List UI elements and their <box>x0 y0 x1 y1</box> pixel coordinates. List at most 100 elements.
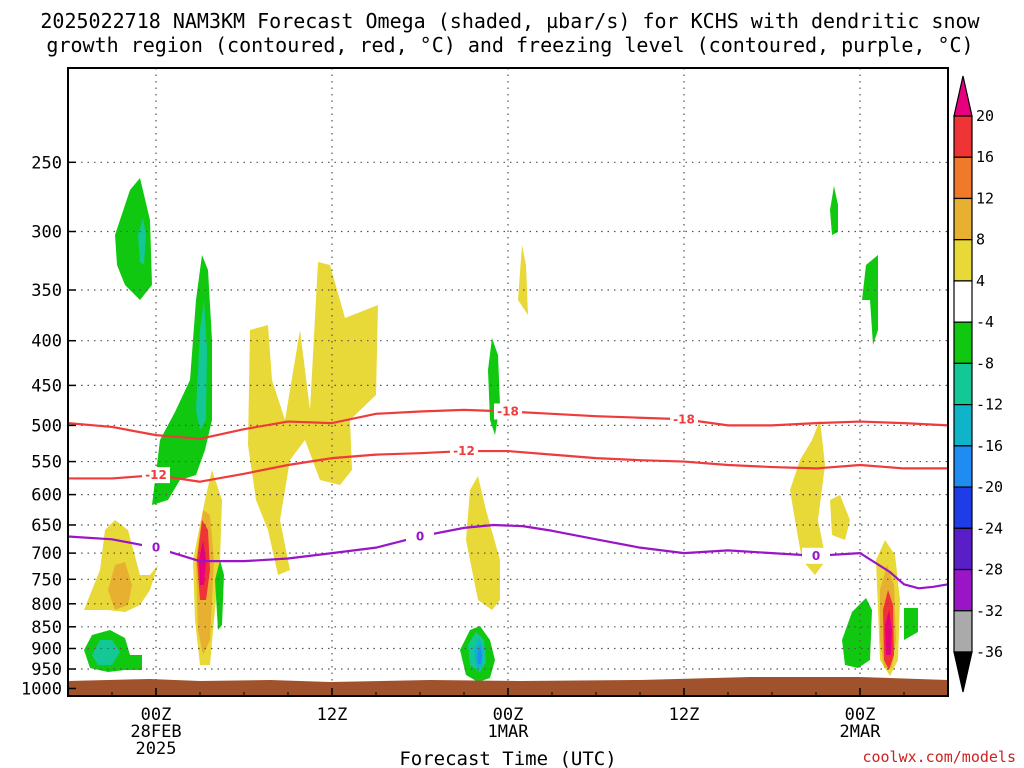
omega-region-yellow <box>790 420 826 575</box>
ground-terrain <box>68 677 948 696</box>
colorbar-label: -8 <box>976 354 994 372</box>
colorbar-label: 12 <box>976 189 994 207</box>
contour-label: -12 <box>145 468 167 482</box>
omega-region-green <box>830 186 838 235</box>
colorbar-label: -36 <box>976 643 1003 661</box>
x-tick-label: 12Z <box>317 705 348 725</box>
colorbar-label: -16 <box>976 437 1003 455</box>
y-tick-label: 1000 <box>21 679 62 699</box>
colorbar-swatch <box>953 651 973 693</box>
colorbar-swatch <box>953 75 973 117</box>
y-tick-label: 900 <box>31 639 62 659</box>
contour-label: 0 <box>812 549 820 563</box>
y-tick-label: 700 <box>31 544 62 564</box>
omega-region-yellow <box>248 262 378 575</box>
omega-region-green <box>152 255 212 505</box>
x-tick-year: 2025 <box>136 739 177 759</box>
contour-label: 0 <box>152 541 160 555</box>
x-tick-label: 12Z <box>669 705 700 725</box>
omega-region-yellow <box>466 476 500 610</box>
contour-label-bg <box>670 411 698 428</box>
omega-region-gold <box>108 562 132 610</box>
y-tick-label: 850 <box>31 618 62 638</box>
colorbar-swatch <box>953 321 973 364</box>
x-tick-date: 1MAR <box>488 722 530 742</box>
colorbar-swatch <box>953 445 973 488</box>
colorbar-label: 4 <box>976 272 985 290</box>
colorbar-label: -4 <box>976 313 994 331</box>
colorbar-swatch <box>953 239 973 282</box>
y-tick-label: 750 <box>31 570 62 590</box>
colorbar-label: -20 <box>976 478 1003 496</box>
y-tick-label: 500 <box>31 416 62 436</box>
contour-line <box>68 449 948 483</box>
colorbar-swatch <box>953 404 973 447</box>
contour-label: -12 <box>453 444 475 458</box>
chart-title: 2025022718 NAM3KM Forecast Omega (shaded… <box>40 9 980 57</box>
x-axis-label: Forecast Time (UTC) <box>399 748 616 768</box>
colorbar-swatch <box>953 610 973 653</box>
colorbar-swatch <box>953 115 973 158</box>
x-tick-label: 00Z <box>493 705 524 725</box>
omega-region-green <box>215 560 224 630</box>
colorbar: 20 16 12 8 4 -4 -8 -12 -16 -20 -24 -28 -32 -36 <box>953 75 1003 693</box>
y-tick-label: 250 <box>31 153 62 173</box>
contour-label-bg <box>142 467 170 484</box>
y-tick-label: 650 <box>31 516 62 536</box>
omega-region-green <box>904 608 918 640</box>
colorbar-swatch <box>953 486 973 529</box>
credit-text: coolwx.com/models <box>862 748 1016 766</box>
contour-label-bg <box>142 539 170 556</box>
contour-label: -18 <box>673 412 695 426</box>
y-tick-label: 450 <box>31 376 62 396</box>
contour-label-bg <box>450 443 478 460</box>
colorbar-swatch <box>953 156 973 200</box>
y-tick-label: 950 <box>31 660 62 680</box>
omega-region-green <box>842 598 872 668</box>
colorbar-swatch <box>953 280 973 323</box>
omega-region-blue <box>477 645 482 664</box>
colorbar-swatch <box>953 527 973 571</box>
x-tick-date: 28FEB <box>130 722 181 742</box>
colorbar-swatch <box>953 197 973 241</box>
y-axis: 2503003504004505005506006507007508008509… <box>21 153 76 699</box>
colorbar-label: -24 <box>976 519 1003 537</box>
colorbar-swatch <box>953 362 973 406</box>
contour-label: -18 <box>497 404 519 418</box>
colorbar-label: -28 <box>976 561 1003 579</box>
title-line-1: 2025022718 NAM3KM Forecast Omega (shaded… <box>40 9 980 33</box>
y-tick-label: 350 <box>31 281 62 301</box>
x-tick-date: 2MAR <box>840 722 882 742</box>
omega-region-teal <box>138 218 146 265</box>
omega-region-teal <box>92 640 120 665</box>
contour-label-bg <box>494 403 522 420</box>
omega-region-green <box>115 178 152 300</box>
contour-line <box>67 523 949 590</box>
omega-region-yellow <box>518 245 528 315</box>
omega-region-yellow <box>830 495 850 540</box>
chart-grid <box>68 68 948 696</box>
omega-region-magenta <box>199 540 206 585</box>
title-line-2: growth region (contoured, red, °C) and f… <box>46 33 973 57</box>
x-tick-label: 00Z <box>845 705 876 725</box>
contour-label: 0 <box>416 529 424 543</box>
colorbar-swatch <box>953 568 973 612</box>
colorbar-label: 16 <box>976 148 994 166</box>
y-tick-label: 600 <box>31 486 62 506</box>
omega-shading <box>84 178 918 682</box>
colorbar-label: 8 <box>976 231 985 249</box>
y-tick-label: 550 <box>31 453 62 473</box>
omega-region-green <box>862 255 878 345</box>
colorbar-label: -32 <box>976 602 1003 620</box>
y-tick-label: 800 <box>31 595 62 615</box>
y-tick-label: 400 <box>31 332 62 352</box>
omega-region-teal <box>196 300 207 430</box>
colorbar-label: -12 <box>976 396 1003 414</box>
contour-label-bg <box>802 547 830 564</box>
colorbar-label: 20 <box>976 107 994 125</box>
omega-region-magenta <box>885 610 892 655</box>
contour-lines: -18 -18 -12 -12 0 0 0 <box>67 403 949 590</box>
y-tick-label: 300 <box>31 223 62 243</box>
